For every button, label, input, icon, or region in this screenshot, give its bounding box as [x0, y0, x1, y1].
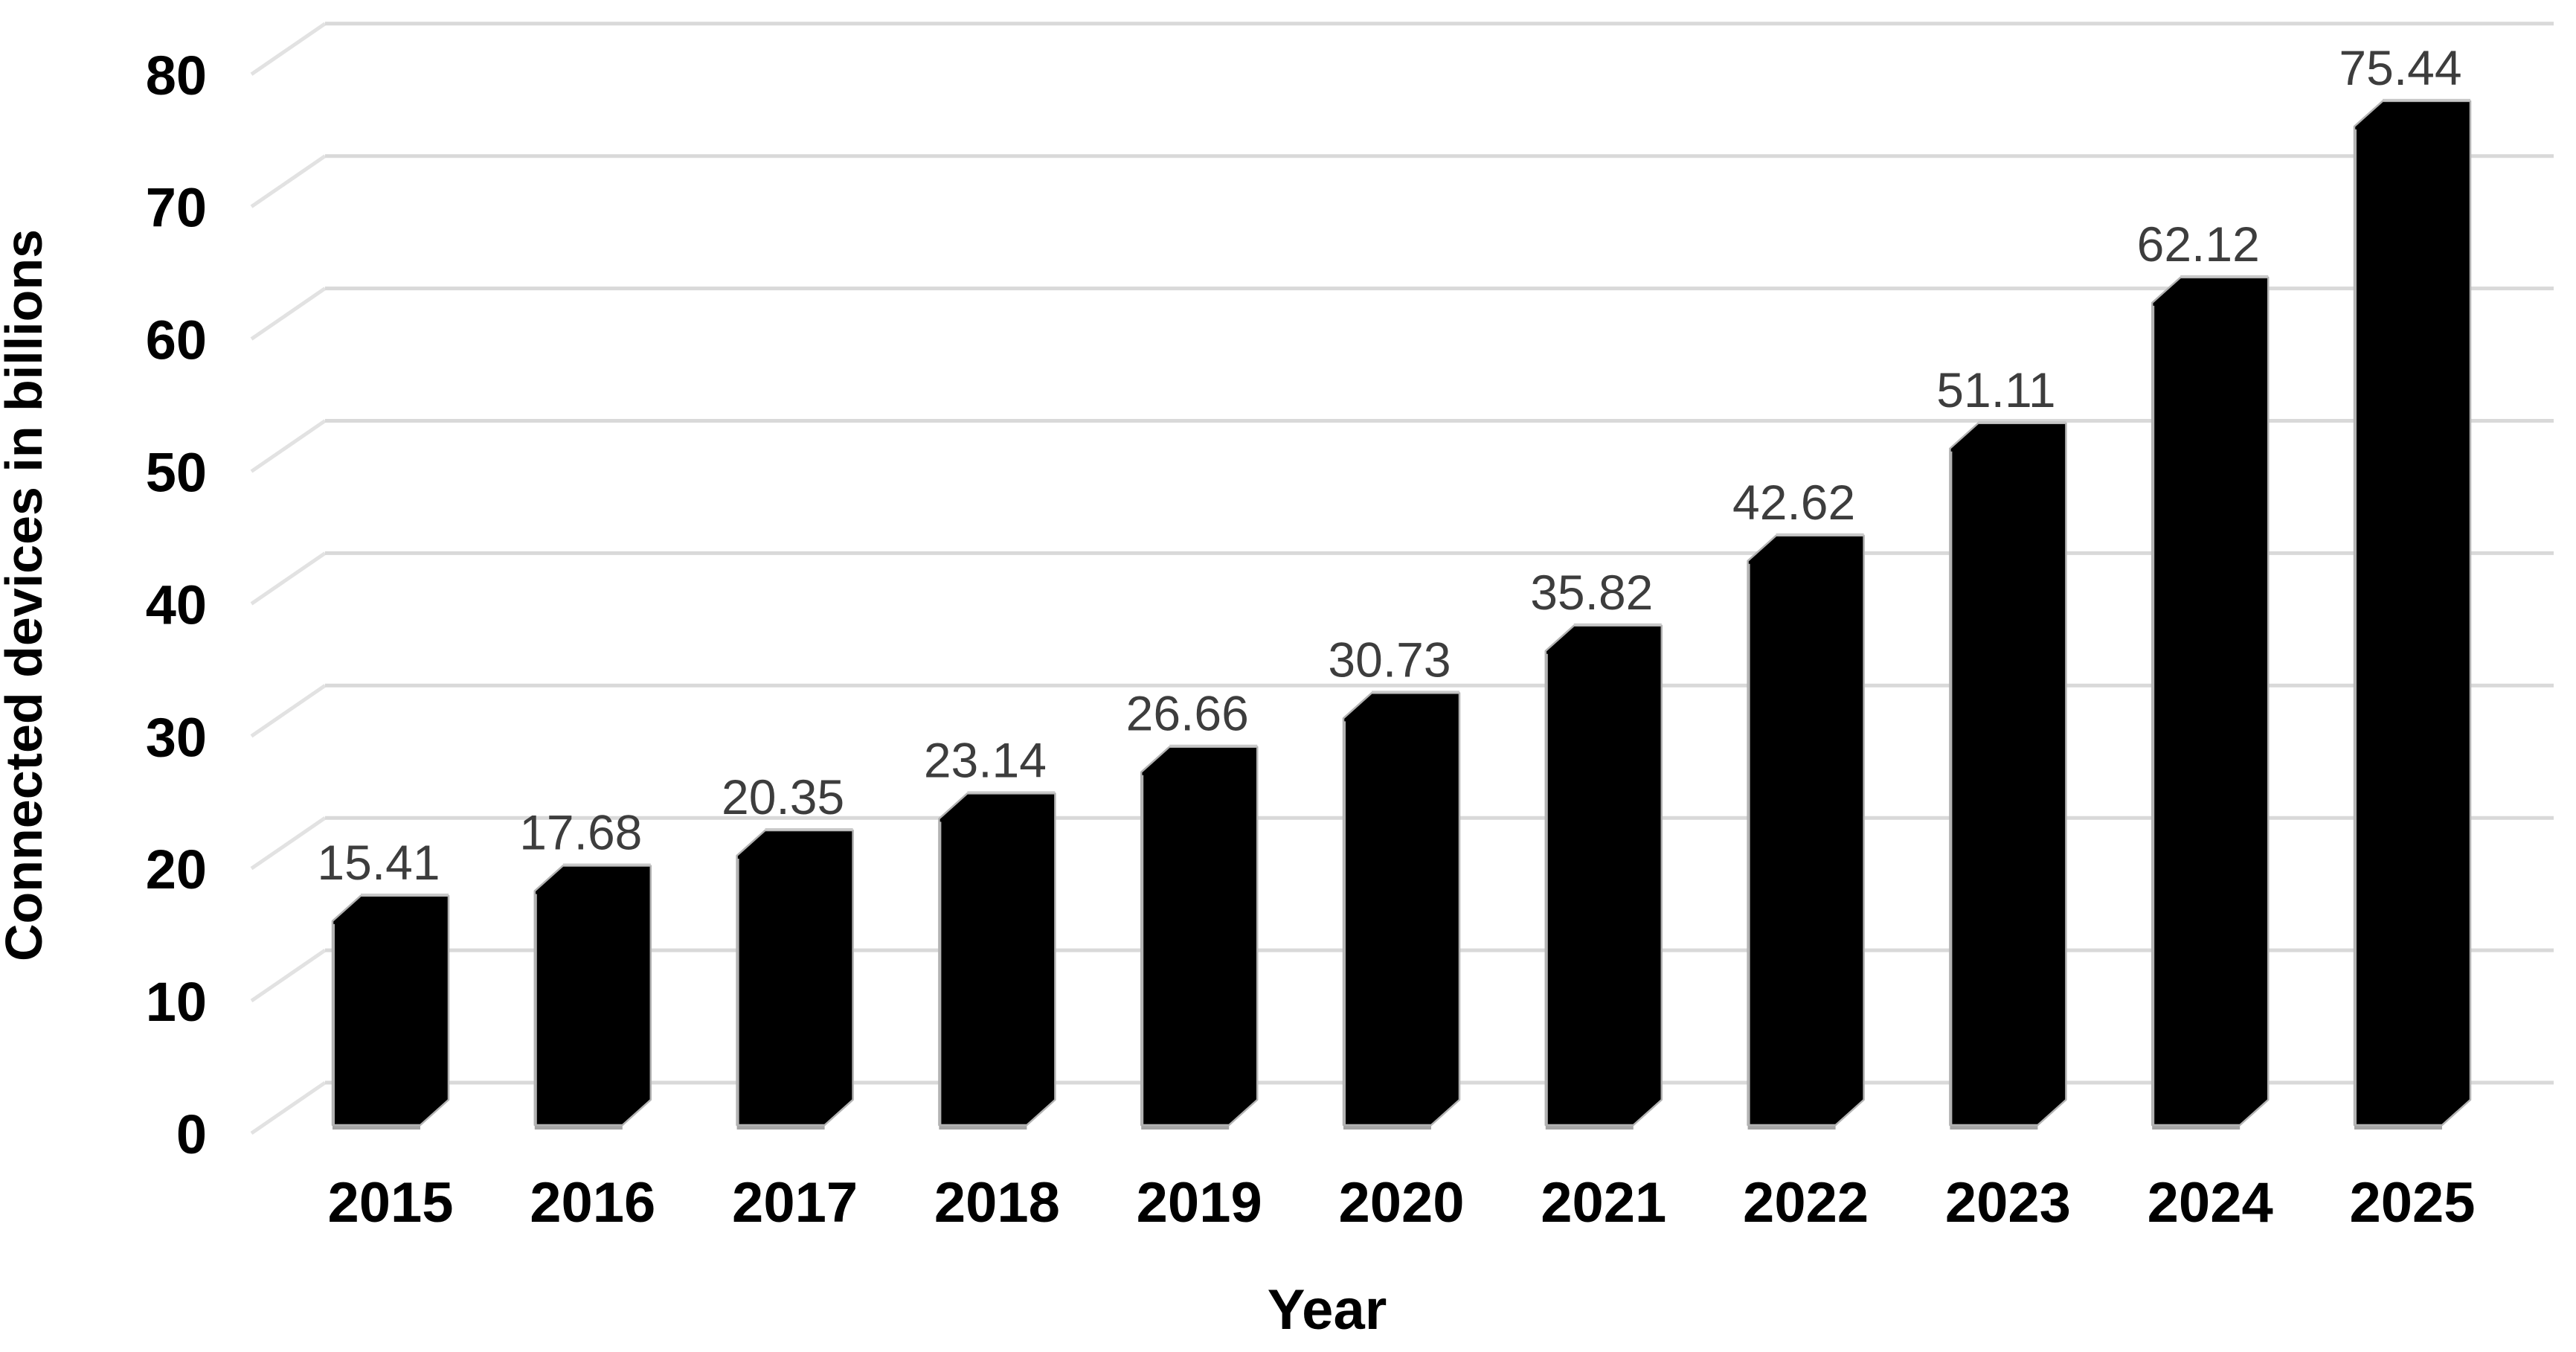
grid-diagonal: [250, 816, 327, 871]
bar: [1544, 624, 1663, 1127]
bar: [1140, 746, 1259, 1127]
x-category-label: 2023: [1945, 1171, 2071, 1234]
bar-value-label: 75.44: [2339, 40, 2461, 95]
grid-diagonal: [250, 286, 327, 341]
x-category-label: 2022: [1743, 1171, 1869, 1234]
bar-base-shadow: [939, 1125, 1027, 1130]
bar-value-label: 30.73: [1328, 632, 1451, 687]
bar-base-shadow: [333, 1125, 420, 1130]
grid-diagonal: [250, 684, 327, 738]
x-category-label: 2018: [934, 1171, 1060, 1234]
y-tick-label: 80: [146, 45, 207, 106]
bar-value-label: 23.14: [924, 732, 1047, 787]
y-axis-title: Connected devices in billions: [0, 229, 53, 961]
bar: [2151, 276, 2270, 1127]
x-category-label: 2019: [1137, 1171, 1262, 1234]
bar-base-shadow: [736, 1125, 825, 1130]
y-tick-label: 30: [146, 706, 207, 768]
bar-base-shadow: [1141, 1125, 1230, 1130]
x-category-label: 2025: [2349, 1171, 2475, 1234]
bar: [2353, 100, 2472, 1127]
bars-layer: [331, 98, 2472, 1130]
bar-value-label: 35.82: [1530, 565, 1653, 620]
x-category-label: 2015: [327, 1171, 453, 1234]
bar-value-label: 15.41: [317, 835, 440, 890]
y-tick-label: 60: [146, 310, 207, 371]
y-tick-label: 70: [146, 177, 207, 239]
grid-diagonal: [250, 22, 327, 76]
grid-diagonal: [250, 949, 327, 1003]
bar-value-label: 20.35: [722, 769, 844, 824]
x-category-label: 2017: [732, 1171, 858, 1234]
bar-base-shadow: [2152, 1125, 2241, 1130]
bar-value-label: 26.66: [1126, 686, 1249, 741]
grid-diagonal: [250, 419, 327, 473]
labels-layer: 0 10 20 30 40 50 60 70 80 15.41 2015 17.68 2016 20.35…: [146, 40, 2476, 1234]
y-tick-label: 10: [146, 971, 207, 1033]
bar: [1747, 534, 1865, 1127]
bar-base-shadow: [534, 1125, 623, 1130]
x-category-label: 2016: [530, 1171, 655, 1234]
y-tick-label: 0: [176, 1103, 207, 1165]
bar-base-shadow: [1747, 1125, 1836, 1130]
x-category-label: 2020: [1338, 1171, 1464, 1234]
bar-value-label: 17.68: [519, 804, 642, 859]
bar: [331, 894, 450, 1127]
grid-diagonal: [250, 551, 327, 606]
x-category-label: 2021: [1541, 1171, 1666, 1234]
bar: [938, 792, 1056, 1127]
grid-diagonal: [250, 154, 327, 208]
bar-base-shadow: [1343, 1125, 1431, 1130]
bar-base-shadow: [2354, 1125, 2442, 1130]
bar-value-label: 51.11: [1936, 362, 2055, 417]
grid-diagonal: [250, 1080, 327, 1135]
bar: [1949, 422, 2067, 1127]
y-tick-label: 40: [146, 574, 207, 635]
y-tick-label: 20: [146, 839, 207, 900]
bar: [533, 865, 652, 1127]
bar: [736, 829, 854, 1127]
bar-base-shadow: [1545, 1125, 1634, 1130]
x-axis-title: Year: [1268, 1278, 1387, 1342]
x-category-label: 2024: [2148, 1171, 2273, 1234]
bar-value-label: 62.12: [2137, 217, 2260, 272]
y-tick-label: 50: [146, 442, 207, 504]
bar-base-shadow: [1950, 1125, 2038, 1130]
bar-value-label: 42.62: [1732, 475, 1855, 530]
bar: [1342, 692, 1461, 1127]
